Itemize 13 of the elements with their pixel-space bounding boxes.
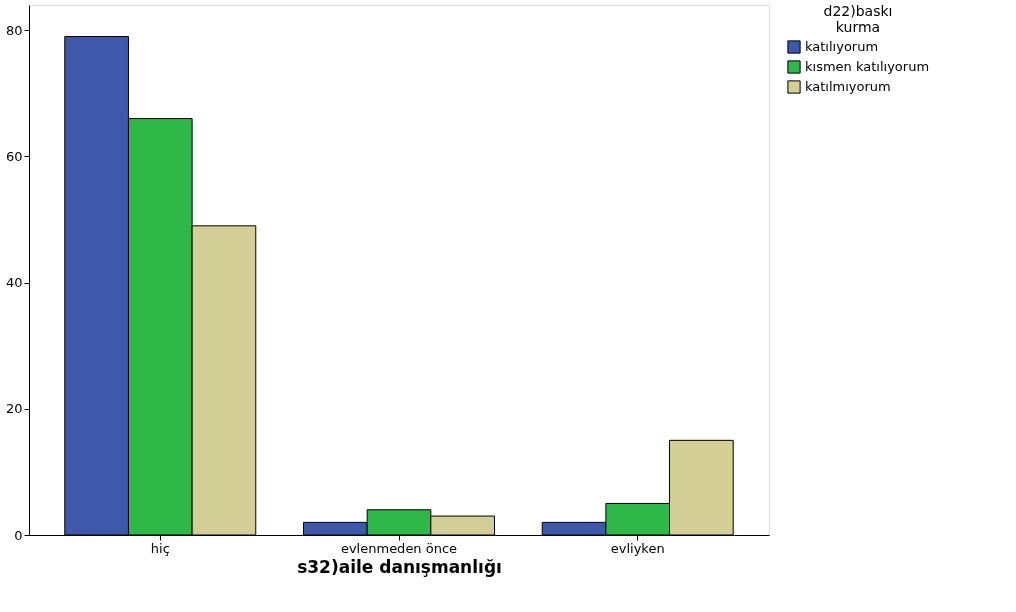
legend-title: d22)baskı kurma bbox=[823, 3, 893, 35]
y-tick-label: 0 bbox=[14, 527, 23, 543]
y-tick-label: 40 bbox=[5, 275, 23, 291]
y-tick-label: 60 bbox=[5, 148, 23, 164]
legend-label: kısmen katılıyorum bbox=[805, 59, 930, 74]
legend-label: katılmıyorum bbox=[805, 79, 891, 94]
y-tick-label: 20 bbox=[5, 401, 23, 417]
x-tick-label: evliyken bbox=[610, 540, 665, 556]
legend-label: katılıyorum bbox=[805, 39, 879, 54]
x-axis-title: s32)aile danışmanlığı bbox=[297, 556, 502, 577]
x-tick-label: evlenmeden önce bbox=[340, 540, 458, 556]
x-tick-label: hiç bbox=[150, 540, 170, 556]
y-tick-label: 80 bbox=[5, 22, 23, 38]
